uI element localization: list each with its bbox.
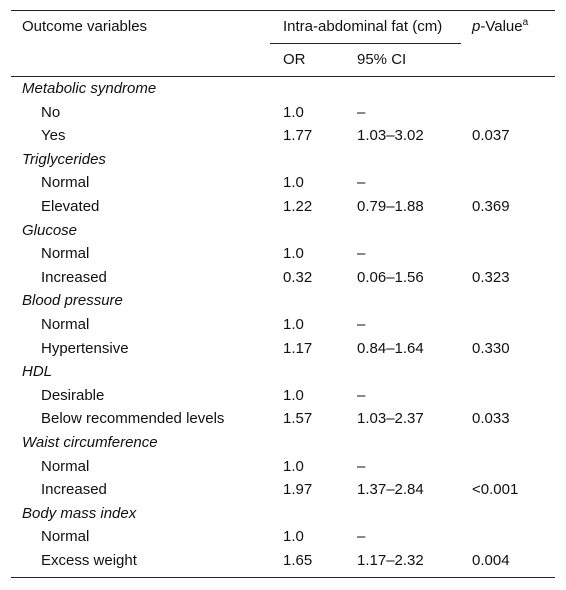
row-label: Desirable: [41, 386, 105, 404]
ci-cell: –: [357, 457, 366, 475]
p-value-cell: 0.033: [472, 410, 510, 428]
ci-cell: 1.03–2.37: [357, 410, 424, 428]
group-heading: Blood pressure: [22, 292, 123, 310]
ci-cell: 1.03–3.02: [357, 127, 424, 145]
ci-cell: –: [357, 245, 366, 263]
p-value-cell: 0.369: [472, 198, 510, 215]
odds-ratio-cell: 1.0: [283, 316, 304, 333]
intra-abdominal-fat-header: Intra-abdominal fat (cm): [283, 18, 443, 35]
odds-ratio-cell: 1.17: [283, 339, 313, 357]
ci-cell: –: [357, 528, 366, 546]
row-label: Increased: [41, 481, 107, 499]
row-label: Normal: [41, 245, 90, 263]
row-label: Excess weight: [41, 552, 137, 569]
p-value-header-text: -Value: [480, 18, 523, 35]
row-label: Yes: [41, 127, 66, 145]
odds-ratio-cell: 1.57: [283, 410, 313, 428]
row-label: Normal: [41, 316, 90, 333]
row-label: Normal: [41, 457, 90, 475]
header-bottom-rule: [11, 76, 555, 77]
ci-cell: –: [357, 386, 366, 404]
odds-ratio-cell: 1.65: [283, 552, 313, 569]
table-bottom-rule: [11, 577, 555, 578]
odds-ratio-cell: 1.0: [283, 174, 304, 192]
ci-cell: –: [357, 174, 366, 192]
odds-ratio-cell: 1.0: [283, 528, 304, 546]
odds-ratio-cell: 1.0: [283, 103, 304, 121]
odds-ratio-cell: 1.97: [283, 481, 313, 499]
group-heading: Metabolic syndrome: [22, 80, 157, 97]
p-value-cell: 0.323: [472, 268, 510, 286]
ci-cell: 1.37–2.84: [357, 481, 424, 499]
odds-ratio-cell: 1.22: [283, 198, 313, 215]
row-label: Hypertensive: [41, 339, 129, 357]
odds-ratio-cell: 1.77: [283, 127, 313, 145]
ci-cell: 0.06–1.56: [357, 268, 424, 286]
row-label: Normal: [41, 174, 90, 192]
table-top-rule: [11, 10, 555, 11]
p-value-cell: 0.330: [472, 339, 510, 357]
group-heading: Body mass index: [22, 504, 137, 522]
group-heading: Waist circumference: [22, 434, 158, 451]
row-label: Increased: [41, 268, 107, 286]
or-header: OR: [283, 51, 306, 68]
ci-cell: 1.17–2.32: [357, 552, 424, 569]
row-label: No: [41, 103, 61, 121]
odds-ratio-cell: 0.32: [283, 268, 313, 286]
ci-cell: 0.84–1.64: [357, 339, 424, 357]
odds-ratio-cell: 1.0: [283, 386, 304, 404]
ci-cell: 0.79–1.88: [357, 198, 424, 215]
p-value-cell: 0.004: [472, 552, 510, 569]
p-value-cell: 0.037: [472, 127, 510, 145]
p-value-cell: <0.001: [472, 481, 519, 499]
p-value-header: p-Valuea: [472, 17, 528, 37]
p-value-header-italic: p: [472, 18, 481, 35]
row-label: Normal: [41, 528, 90, 546]
ci-header: 95% CI: [357, 51, 407, 68]
row-label: Below recommended levels: [41, 410, 225, 428]
odds-ratio-cell: 1.0: [283, 245, 304, 263]
row-label: Elevated: [41, 198, 100, 215]
group-heading: HDL: [22, 363, 53, 381]
group-heading: Glucose: [22, 221, 78, 239]
ci-cell: –: [357, 316, 366, 333]
group-header-underline: [270, 43, 461, 44]
group-heading: Triglycerides: [22, 150, 106, 168]
ci-cell: –: [357, 103, 366, 121]
outcome-variables-header: Outcome variables: [22, 18, 148, 35]
p-value-footnote-mark: a: [522, 17, 529, 28]
odds-ratio-cell: 1.0: [283, 457, 304, 475]
